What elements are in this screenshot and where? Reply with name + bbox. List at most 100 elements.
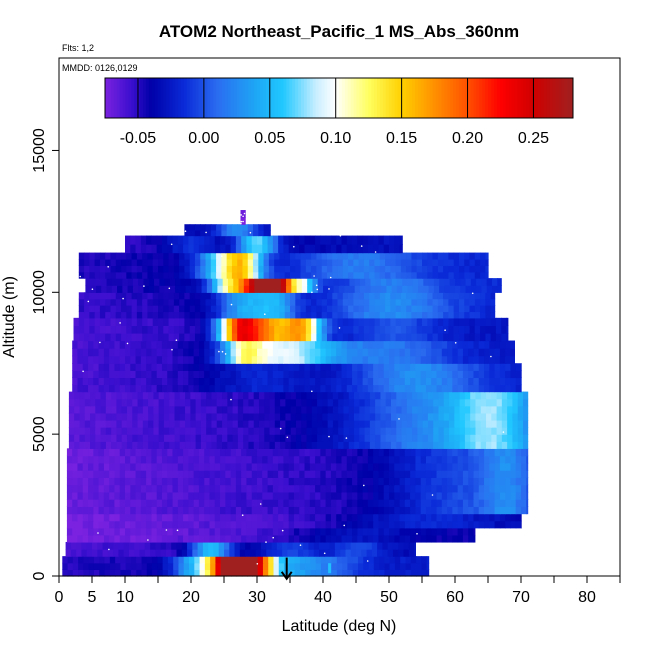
heat-cell <box>82 506 89 515</box>
heat-cell <box>151 477 158 486</box>
heat-cell <box>262 562 269 570</box>
heat-cell <box>125 499 131 507</box>
heat-cell <box>367 506 374 515</box>
heat-cell <box>99 311 106 319</box>
heat-cell <box>499 499 506 507</box>
heat-cell <box>77 520 84 529</box>
heat-cell <box>304 470 311 478</box>
colorbar-tick-label: 0.15 <box>386 130 417 147</box>
heat-cell <box>462 340 469 349</box>
heat-cell <box>396 441 403 449</box>
colorbar-segment <box>426 78 431 118</box>
heat-cell <box>235 484 242 493</box>
heat-cell <box>489 520 496 529</box>
heat-cell <box>119 340 126 349</box>
heat-cell <box>151 462 158 471</box>
heat-cell <box>164 285 171 293</box>
heat-cell <box>278 355 284 364</box>
heat-cell <box>179 427 186 435</box>
heat-cell <box>410 477 416 486</box>
flights-label: Flts: 1,2 <box>62 43 94 53</box>
heat-cell <box>288 384 295 393</box>
heat-cell <box>142 252 149 260</box>
heatmap-cells <box>62 210 529 577</box>
heat-cell <box>427 332 434 342</box>
heat-cell <box>183 370 189 379</box>
heat-cell <box>74 419 81 428</box>
heat-cell <box>125 340 131 349</box>
heat-cell <box>283 455 290 464</box>
heat-cell <box>263 317 270 326</box>
heat-cell <box>237 441 244 449</box>
heat-cell <box>307 278 314 286</box>
heat-cell <box>179 298 185 306</box>
heat-cell <box>425 363 432 371</box>
heat-cell <box>172 491 179 500</box>
heat-cell <box>385 271 391 279</box>
heat-cell <box>485 265 489 273</box>
heat-cell <box>342 305 349 313</box>
heat-cell <box>468 370 475 379</box>
heat-cell <box>251 340 258 349</box>
heat-cell <box>347 556 354 564</box>
heat-cell <box>447 491 453 500</box>
heat-cell <box>422 271 428 279</box>
heat-cell <box>288 377 295 386</box>
heat-cell <box>342 311 349 319</box>
heat-cell <box>438 427 445 435</box>
heat-cell <box>480 265 486 273</box>
sample-dot <box>272 536 275 539</box>
heat-cell <box>110 271 117 279</box>
heat-cell <box>84 419 91 428</box>
heat-cell <box>225 569 232 577</box>
heat-cell <box>515 363 522 371</box>
heat-cell <box>221 305 228 313</box>
heat-cell <box>410 562 417 570</box>
heat-cell <box>453 265 460 273</box>
heat-cell <box>484 355 490 364</box>
heat-cell <box>374 292 381 300</box>
heat-cell <box>473 363 480 371</box>
heat-cell <box>367 491 374 500</box>
heat-cell <box>132 398 139 407</box>
heat-cell <box>262 384 269 393</box>
heat-cell <box>431 527 438 536</box>
heat-cell <box>473 348 480 357</box>
heat-cell <box>89 252 96 260</box>
heat-cell <box>457 340 464 349</box>
heat-cell <box>305 311 312 319</box>
heat-cell <box>237 405 244 414</box>
heat-cell <box>262 484 269 493</box>
heat-cell <box>301 391 308 400</box>
heat-cell <box>475 398 482 407</box>
heat-cell <box>436 499 443 507</box>
heat-cell <box>78 252 85 260</box>
heat-cell <box>122 285 129 293</box>
heat-cell <box>374 271 381 279</box>
heat-cell <box>316 258 323 266</box>
heat-cell <box>204 513 211 522</box>
heat-cell <box>148 427 154 435</box>
heat-cell <box>156 377 163 386</box>
heat-cell <box>235 377 242 386</box>
heat-cell <box>148 391 154 400</box>
heat-cell <box>159 278 166 286</box>
heat-cell <box>88 513 94 522</box>
heat-cell <box>135 448 142 457</box>
heat-cell <box>321 298 328 306</box>
heat-cell <box>301 419 308 428</box>
heat-cell <box>373 491 380 500</box>
heat-cell <box>257 384 263 393</box>
heat-cell <box>263 229 270 237</box>
heat-cell <box>494 355 501 364</box>
heat-cell <box>258 317 265 326</box>
heat-cell <box>82 513 89 522</box>
heat-cell <box>362 455 369 464</box>
heat-cell <box>288 235 295 245</box>
heat-cell <box>146 477 152 486</box>
heat-cell <box>306 398 313 407</box>
heat-cell <box>173 311 180 319</box>
heat-cell <box>257 506 263 515</box>
heat-cell <box>249 278 255 286</box>
heat-cell <box>420 455 427 464</box>
